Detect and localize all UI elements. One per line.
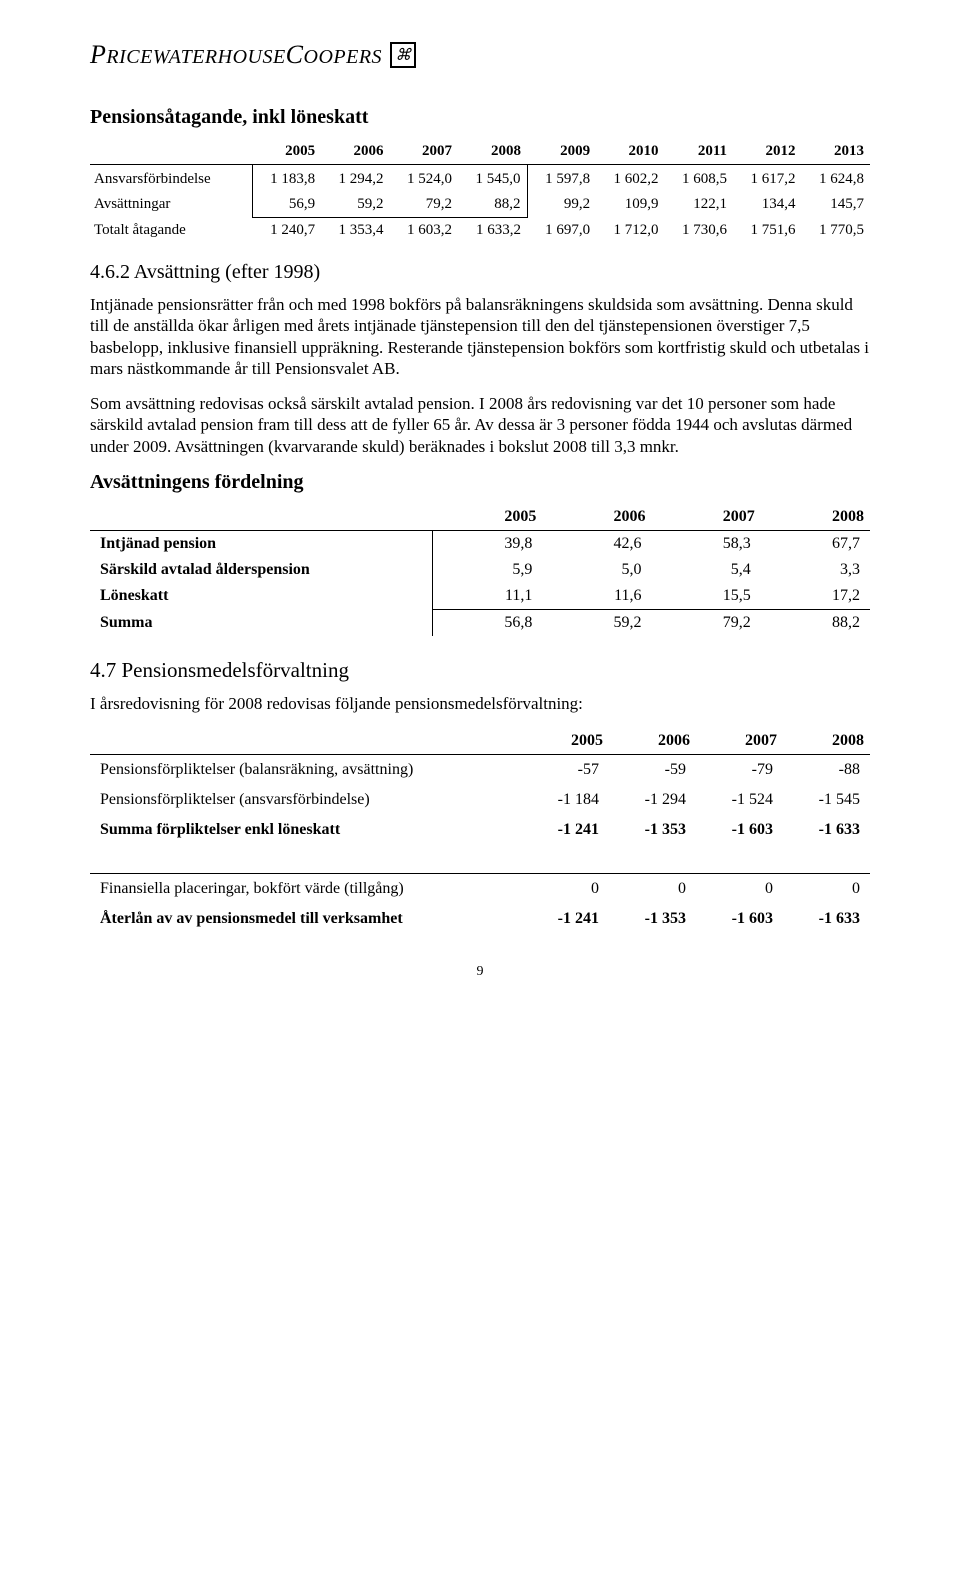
table-row: Intjänad pension 39,8 42,6 58,3 67,7 — [90, 530, 870, 557]
brand-logo-text: PRICEWATERHOUSECOOPERS — [90, 40, 382, 70]
page-number: 9 — [90, 964, 870, 980]
paragraph: Som avsättning redovisas också särskilt … — [90, 393, 870, 457]
table-row: Finansiella placeringar, bokfört värde (… — [90, 874, 870, 905]
table-pensionsatagande: 2005 2006 2007 2008 2009 2010 2011 2012 … — [90, 139, 870, 243]
table-spacer — [90, 845, 870, 874]
brand-logo-icon: ⌘ — [390, 42, 416, 68]
table-row: Ansvarsförbindelse 1 183,8 1 294,2 1 524… — [90, 165, 870, 193]
brand-logo: PRICEWATERHOUSECOOPERS ⌘ — [90, 40, 870, 70]
table-header-row: 2005 2006 2007 2008 — [90, 504, 870, 531]
paragraph: Intjänade pensionsrätter från och med 19… — [90, 294, 870, 379]
table-row: Avsättningar 56,9 59,2 79,2 88,2 99,2 10… — [90, 192, 870, 218]
table-row: Särskild avtalad ålderspension 5,9 5,0 5… — [90, 557, 870, 583]
table-header-row: 2005 2006 2007 2008 — [90, 728, 870, 755]
table-row: Totalt åtagande 1 240,7 1 353,4 1 603,2 … — [90, 218, 870, 244]
table-row: Pensionsförpliktelser (balansräkning, av… — [90, 755, 870, 786]
table-pensionsmedelsforvaltning: 2005 2006 2007 2008 Pensionsförpliktelse… — [90, 728, 870, 934]
heading-4-7: 4.7 Pensionsmedelsförvaltning — [90, 658, 870, 683]
table-avsattningens-fordelning: 2005 2006 2007 2008 Intjänad pension 39,… — [90, 504, 870, 636]
heading-4-6-2: 4.6.2 Avsättning (efter 1998) — [90, 261, 870, 284]
table-header-row: 2005 2006 2007 2008 2009 2010 2011 2012 … — [90, 139, 870, 165]
section-2-title: Avsättningens fördelning — [90, 471, 870, 494]
table-row: Summa förpliktelser enkl löneskatt -1 24… — [90, 815, 870, 845]
table-row: Återlån av av pensionsmedel till verksam… — [90, 904, 870, 934]
table-row: Pensionsförpliktelser (ansvarsförbindels… — [90, 785, 870, 815]
table-row: Löneskatt 11,1 11,6 15,5 17,2 — [90, 583, 870, 610]
paragraph: I årsredovisning för 2008 redovisas följ… — [90, 693, 870, 714]
section-1-title: Pensionsåtagande, inkl löneskatt — [90, 106, 870, 129]
table-row: Summa 56,8 59,2 79,2 88,2 — [90, 609, 870, 636]
